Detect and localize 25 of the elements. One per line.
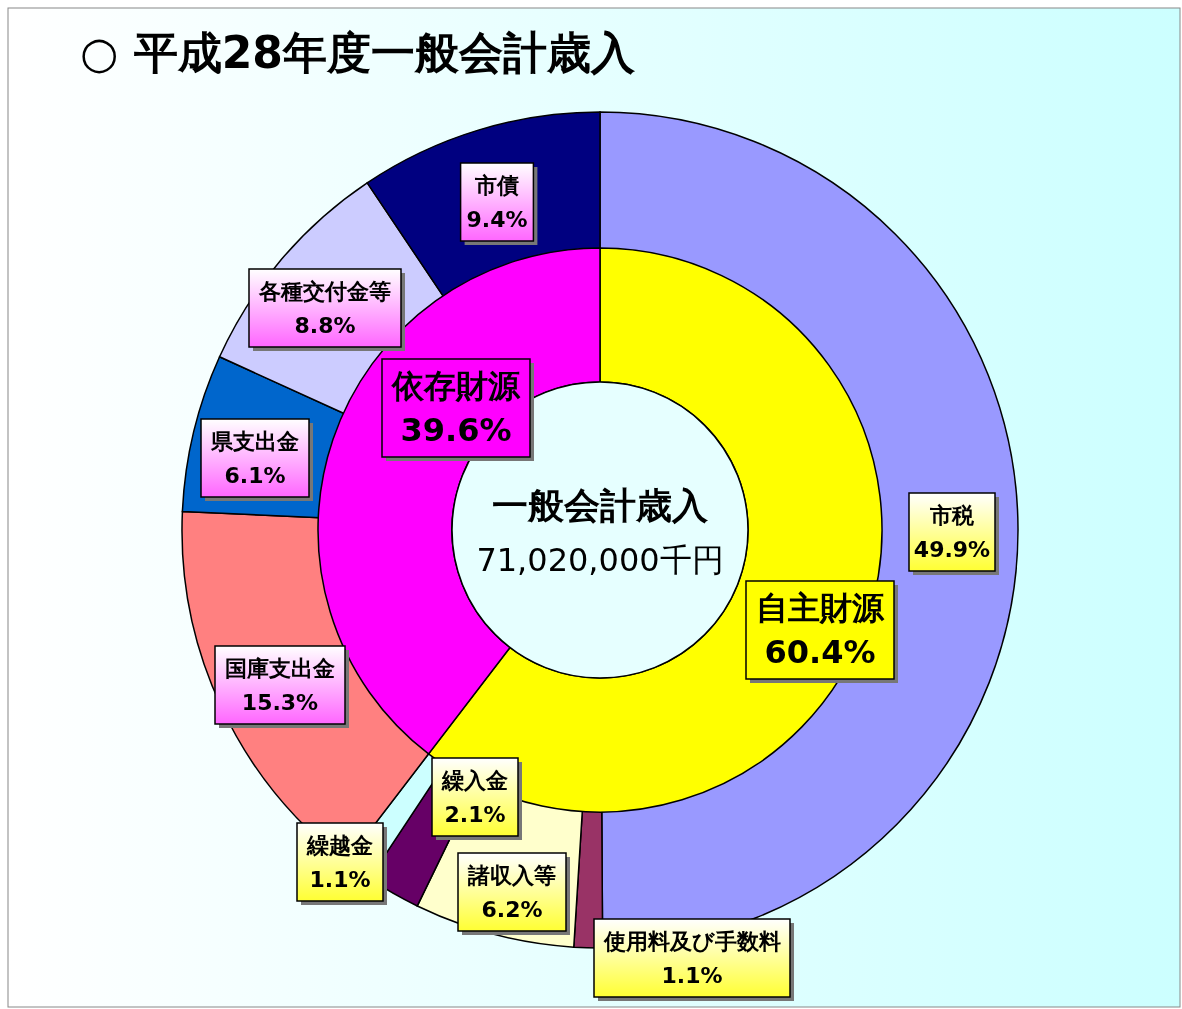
- slice-label: 繰越金: [306, 832, 373, 858]
- data-label: 2.1%: [444, 801, 506, 827]
- slice-label: 県支出金: [210, 428, 299, 454]
- data-label: 1.1%: [661, 962, 723, 988]
- slice-label: 各種交付金等: [258, 278, 391, 304]
- data-label: 15.3%: [241, 689, 319, 715]
- slice-label: 市債: [474, 172, 519, 198]
- category-label: 自主財源: [756, 589, 884, 627]
- data-label: 6.1%: [224, 462, 286, 488]
- data-label: 9.4%: [466, 206, 528, 232]
- data-label: 8.8%: [294, 312, 356, 338]
- chart-title: ○ 平成28年度一般会計歳入: [80, 26, 636, 78]
- data-label: 6.2%: [481, 896, 543, 922]
- slice-label: 市税: [929, 502, 975, 528]
- data-label: 1.1%: [309, 866, 371, 892]
- text: 60.4%: [764, 633, 876, 671]
- slice-label: 国庫支出金: [225, 655, 335, 681]
- category-label: 依存財源: [392, 367, 520, 405]
- slice-label: 諸収入等: [467, 862, 556, 888]
- slice-label: 使用料及び手数料: [602, 928, 781, 954]
- data-label: 49.9%: [913, 536, 991, 562]
- slice-label: 繰入金: [441, 767, 508, 793]
- text: 一般会計歳入: [492, 484, 708, 526]
- text: 39.6%: [400, 411, 512, 449]
- text: 71,020,000千円: [476, 541, 724, 579]
